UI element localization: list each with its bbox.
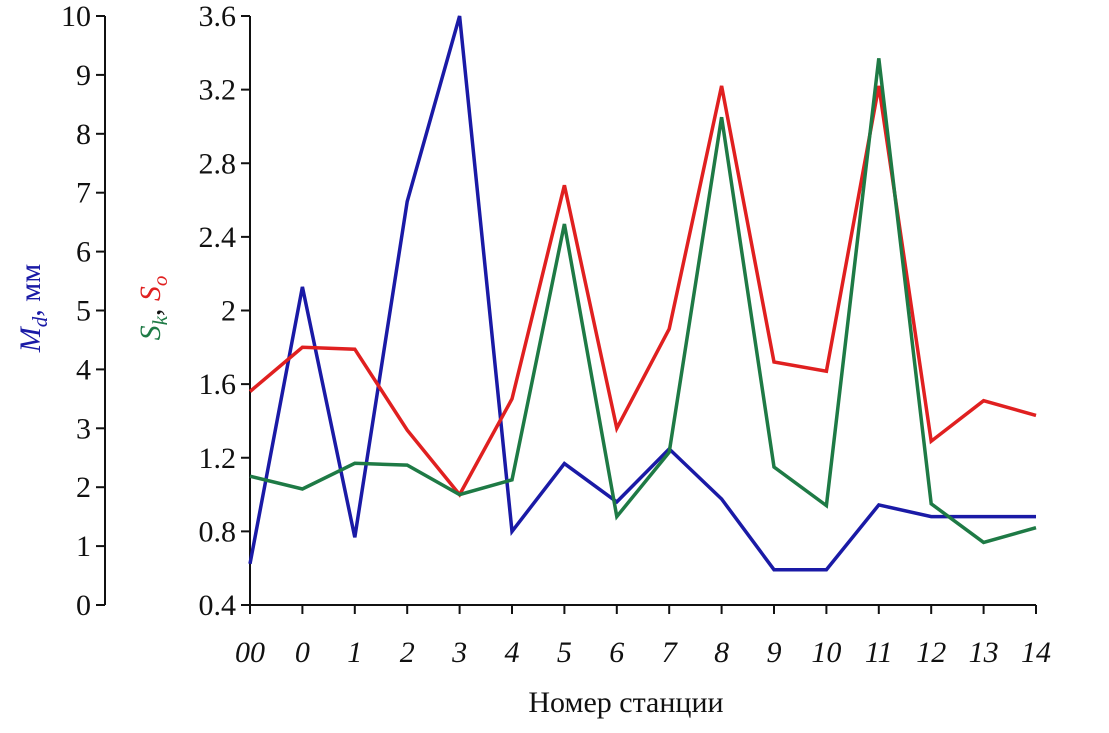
- right-y-axis-title-so-main: S: [134, 286, 167, 301]
- right-y-axis-title-sk-main: S: [134, 325, 167, 340]
- series-layer: [248, 15, 1037, 572]
- left-y-tick-label: 7: [76, 177, 91, 210]
- x-tick-label: 2: [400, 636, 415, 669]
- left-y-axis: 0 1 2 3 4 5 6 7 8 9 10: [61, 0, 106, 622]
- left-y-tick-label: 8: [76, 118, 91, 151]
- x-tick-label: 11: [865, 636, 893, 669]
- right-y-axis-title: Sk, So: [134, 276, 172, 341]
- x-tick-label: 13: [969, 636, 999, 669]
- x-tick-label: 5: [557, 636, 572, 669]
- x-tick-label: 4: [505, 636, 520, 669]
- right-y-tick-label: 3.2: [199, 74, 237, 107]
- x-tick-label: 3: [451, 636, 467, 669]
- right-y-axis-title-sep: ,: [134, 301, 167, 316]
- right-y-tick-label: 2.8: [199, 147, 237, 180]
- x-tick-label: 1: [347, 636, 362, 669]
- right-y-tick-label: 3.6: [199, 0, 237, 33]
- left-y-tick-label: 2: [76, 471, 91, 504]
- left-y-tick-label: 3: [76, 412, 91, 445]
- x-axis-title: Номер станции: [528, 686, 723, 719]
- x-tick-label: 10: [811, 636, 841, 669]
- right-y-tick-label: 0.8: [199, 515, 237, 548]
- x-tick-label: 12: [916, 636, 946, 669]
- left-y-axis-title: Md, мм: [14, 264, 52, 353]
- right-y-tick-label: 1.6: [199, 368, 237, 401]
- left-y-tick-label: 5: [76, 295, 91, 328]
- series-line-2: [249, 58, 1037, 545]
- right-y-tick-label: 0.4: [199, 589, 237, 622]
- left-y-axis-title-sub: d: [28, 316, 52, 327]
- right-y-axis-title-sk-sub: k: [148, 315, 172, 325]
- series-line-1: [248, 85, 1037, 498]
- right-y-tick-label: 2: [221, 295, 236, 328]
- x-tick-label: 0: [295, 636, 310, 669]
- left-y-tick-label: 10: [61, 0, 91, 33]
- x-tick-label: 00: [235, 636, 265, 669]
- left-y-tick-label: 9: [76, 59, 91, 92]
- right-y-tick-label: 1.2: [199, 442, 237, 475]
- x-tick-label: 14: [1021, 636, 1051, 669]
- left-y-tick-label: 4: [76, 353, 91, 386]
- right-y-tick-label: 2.4: [199, 221, 237, 254]
- left-y-tick-label: 6: [76, 236, 91, 269]
- x-tick-label: 9: [767, 636, 782, 669]
- x-tick-label: 6: [609, 636, 624, 669]
- series-line-0: [248, 15, 1036, 572]
- x-axis: 00 0 1 2 3 4 5 6 7 8 9 10 11 12 13 14: [235, 604, 1051, 669]
- right-y-axis-title-so-sub: o: [148, 276, 172, 287]
- left-y-tick-label: 1: [76, 530, 91, 563]
- left-y-axis-title-main: M: [14, 325, 47, 353]
- x-tick-label: 7: [662, 636, 679, 669]
- left-y-axis-title-rest: , мм: [14, 264, 47, 317]
- x-tick-label: 8: [714, 636, 729, 669]
- left-y-tick-label: 0: [76, 589, 91, 622]
- right-y-axis: 0.4 0.8 1.2 1.6 2 2.4 2.8 3.2 3.6: [199, 0, 251, 622]
